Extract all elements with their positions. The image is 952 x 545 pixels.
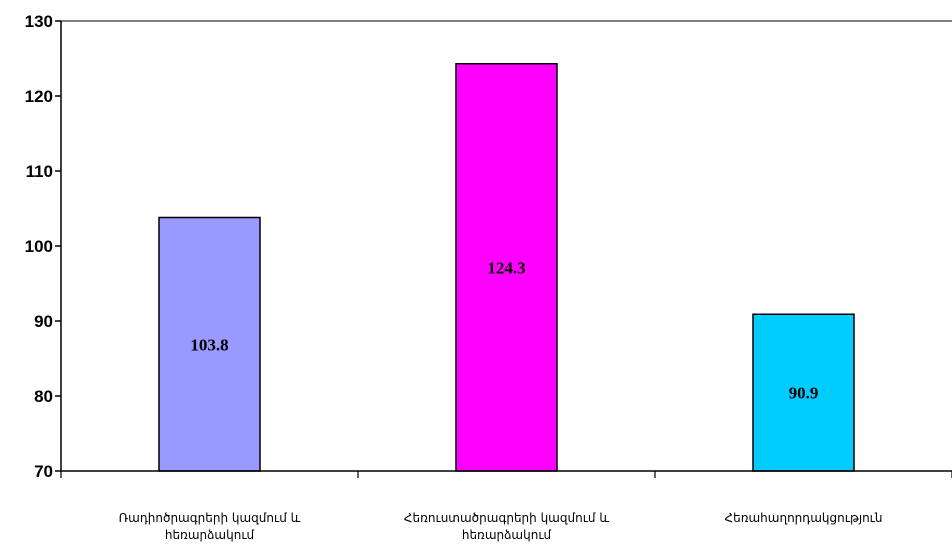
- bar: [158, 216, 261, 472]
- x-tick-label: հեռարձակում: [462, 528, 552, 542]
- y-tick-label: 70: [34, 462, 53, 481]
- data-label: 124.3: [487, 258, 525, 277]
- x-tick-label: Հեռուստածրագրերի կազմում և: [404, 511, 609, 525]
- x-tick-label: հեռարձակում: [165, 528, 255, 542]
- y-tick-label: 80: [34, 387, 53, 406]
- bar-labels: 103.8 124.3 90.9: [190, 258, 818, 402]
- y-tick-label: 100: [25, 237, 53, 256]
- bar: [752, 313, 855, 472]
- y-tick-label: 120: [25, 87, 53, 106]
- x-tick-label: Ռադիոծրագրերի կազմում և: [119, 511, 301, 525]
- y-tick-label: 110: [26, 162, 53, 181]
- y-axis-ticks: 70 80 90 100 110 120 130: [25, 12, 952, 481]
- category-labels: Ռադիոծրագրերի կազմում և հեռարձակում Հեռուս…: [119, 511, 883, 542]
- data-label: 90.9: [789, 384, 819, 403]
- y-tick-label: 90: [34, 312, 53, 331]
- data-label: 103.8: [190, 335, 228, 354]
- x-tick-label: Հեռահաղորդակցություն: [725, 511, 883, 525]
- y-tick-label: 130: [25, 12, 53, 31]
- bars: [158, 63, 855, 472]
